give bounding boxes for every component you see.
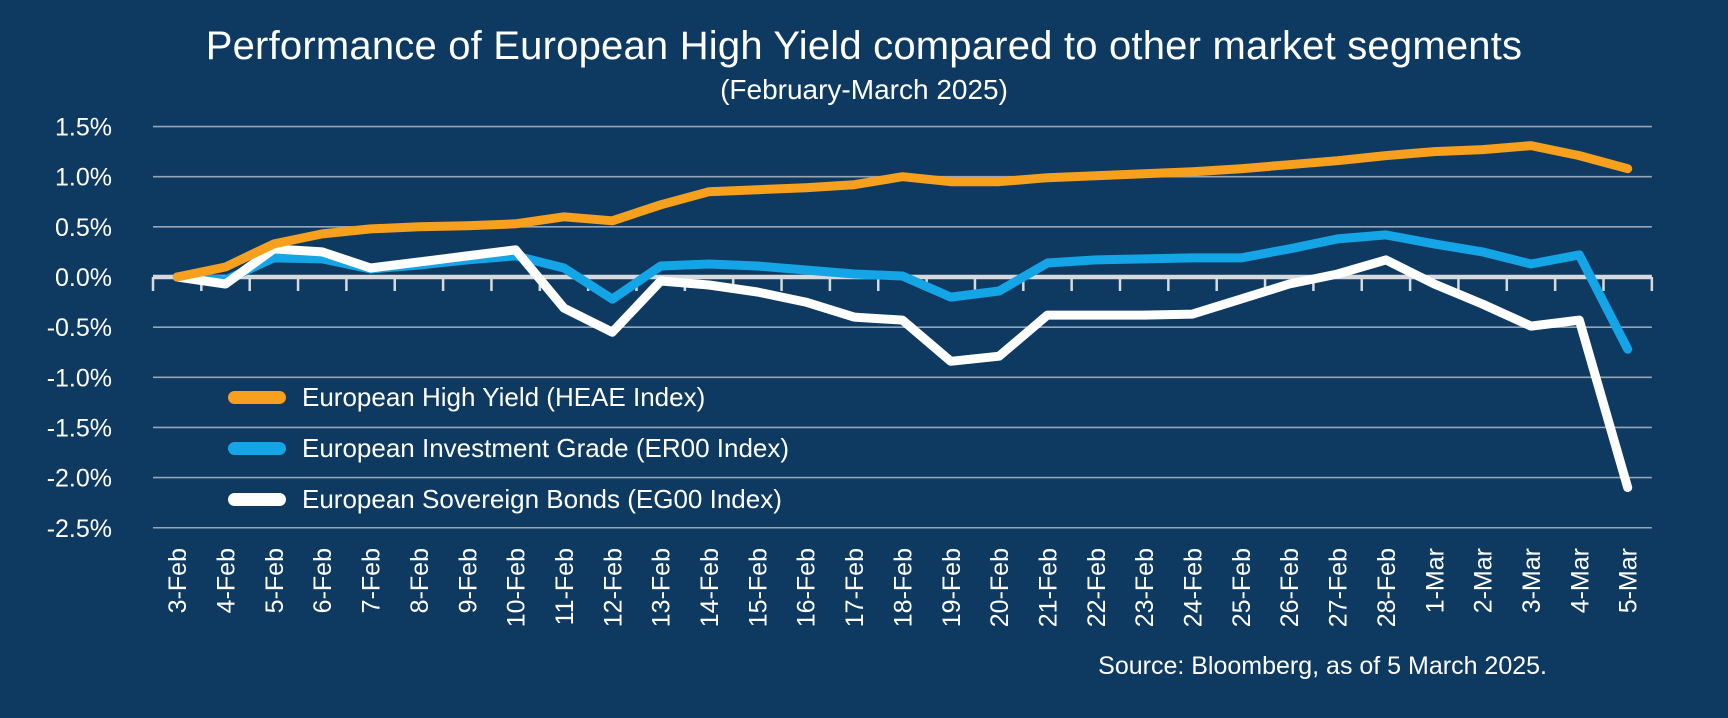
legend: European High Yield (HEAE Index) Europea… <box>228 372 789 525</box>
x-tick-label: 3-Mar <box>1518 548 1546 613</box>
x-tick-label: 5-Mar <box>1615 548 1643 613</box>
x-tick-label: 6-Feb <box>309 548 337 613</box>
x-tick-label: 26-Feb <box>1276 548 1304 627</box>
legend-item-investment-grade: European Investment Grade (ER00 Index) <box>228 423 789 474</box>
x-tick-label: 18-Feb <box>889 548 917 627</box>
x-tick-label: 9-Feb <box>454 548 482 613</box>
x-tick-label: 1-Mar <box>1421 548 1449 613</box>
y-axis-labels: 1.5% 1.0% 0.5% 0.0% -0.5% -1.0% -1.5% -2.0% -2.5… <box>47 114 112 543</box>
x-tick-label: 12-Feb <box>599 548 627 627</box>
x-tick-label: 27-Feb <box>1325 548 1353 627</box>
x-axis-labels: 3-Feb 4-Feb 5-Feb 6-Feb 7-Feb 8-Feb 9-Feb 10-Fe… <box>164 548 1643 627</box>
legend-item-high-yield: European High Yield (HEAE Index) <box>228 372 789 423</box>
y-tick-label: -1.0% <box>47 364 112 392</box>
legend-label-high-yield: European High Yield (HEAE Index) <box>302 382 706 412</box>
x-tick-label: 23-Feb <box>1131 548 1159 627</box>
gridlines <box>153 125 1652 529</box>
x-tick-label: 5-Feb <box>261 548 289 613</box>
y-tick-label: 1.5% <box>55 114 112 142</box>
series-line-european-investment-grade-er00-index <box>172 230 1633 354</box>
x-tick-label: 14-Feb <box>696 548 724 627</box>
y-tick-label: -2.5% <box>47 515 112 543</box>
series-line-european-high-yield-heae-index <box>172 141 1633 282</box>
x-tick-label: 28-Feb <box>1373 548 1401 627</box>
x-tick-label: 2-Mar <box>1470 548 1498 613</box>
chart-title: Performance of European High Yield compa… <box>205 24 1523 68</box>
x-tick-label: 7-Feb <box>358 548 386 613</box>
legend-item-sovereign-bonds: European Sovereign Bonds (EG00 Index) <box>228 474 789 525</box>
x-tick-label: 15-Feb <box>744 548 772 627</box>
x-tick-label: 4-Mar <box>1566 548 1594 613</box>
x-tick-label: 25-Feb <box>1228 548 1256 627</box>
legend-swatch-high-yield <box>228 391 286 404</box>
x-tick-label: 11-Feb <box>551 548 579 625</box>
x-tick-label: 22-Feb <box>1083 548 1111 627</box>
x-tick-label: 21-Feb <box>1034 548 1062 627</box>
source-note: Source: Bloomberg, as of 5 March 2025. <box>1098 652 1547 680</box>
x-tick-label: 8-Feb <box>406 548 434 613</box>
y-tick-label: -2.0% <box>47 465 112 493</box>
x-tick-label: 19-Feb <box>938 548 966 627</box>
x-tick-label: 24-Feb <box>1180 548 1208 627</box>
y-tick-label: 0.5% <box>55 214 112 242</box>
y-tick-label: -1.5% <box>47 414 112 442</box>
x-tick-label: 16-Feb <box>793 548 821 627</box>
legend-label-investment-grade: European Investment Grade (ER00 Index) <box>302 433 790 463</box>
x-tick-label: 3-Feb <box>164 548 192 613</box>
y-tick-label: 1.0% <box>55 164 112 192</box>
legend-swatch-sovereign-bonds <box>228 493 286 506</box>
series-line-european-sovereign-bonds-eg00-index <box>172 244 1633 493</box>
legend-swatch-investment-grade <box>228 442 286 455</box>
x-tick-label: 13-Feb <box>648 548 676 627</box>
x-tick-label: 20-Feb <box>986 548 1014 627</box>
x-tick-label: 17-Feb <box>841 548 869 627</box>
x-tick-label: 10-Feb <box>503 548 531 627</box>
x-tick-label: 4-Feb <box>213 548 241 613</box>
legend-label-sovereign-bonds: European Sovereign Bonds (EG00 Index) <box>302 484 782 514</box>
y-tick-label: -0.5% <box>47 314 112 342</box>
chart-subtitle: (February-March 2025) <box>720 74 1008 105</box>
y-tick-label: 0.0% <box>55 264 112 292</box>
